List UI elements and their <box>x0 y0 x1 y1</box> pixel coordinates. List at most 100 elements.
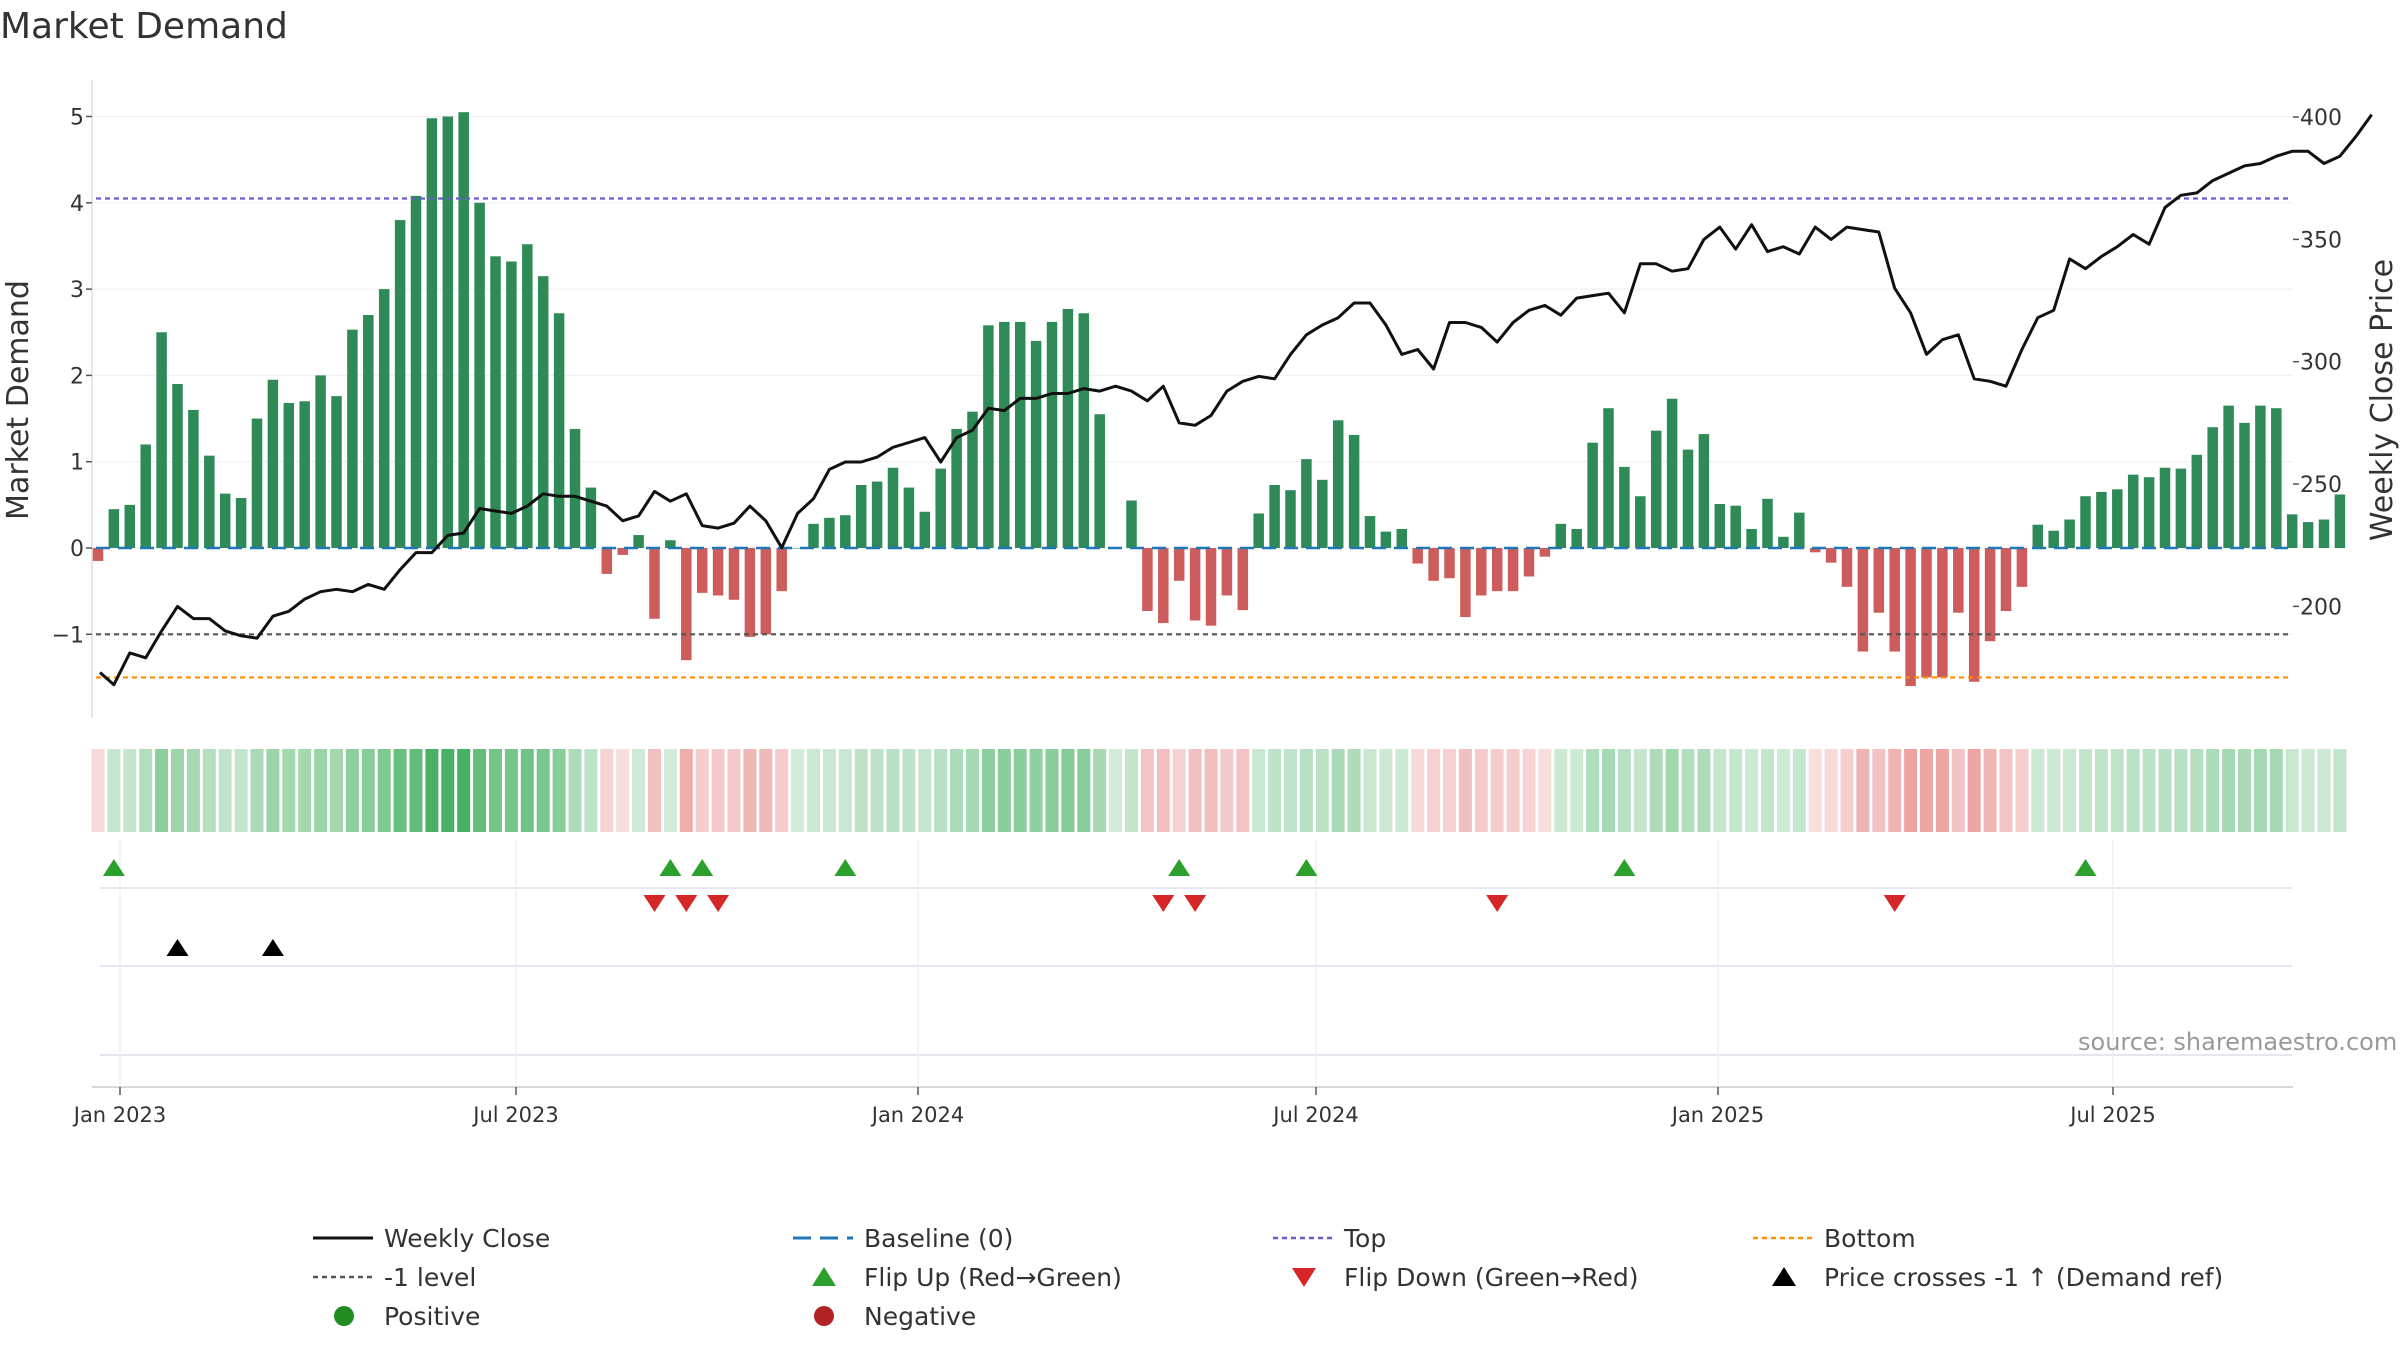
demand-bar <box>1476 548 1487 596</box>
heat-cell <box>711 749 725 832</box>
legend-label-minus1: -1 level <box>384 1263 476 1292</box>
demand-bar <box>1698 434 1710 548</box>
legend-label-flip_up: Flip Up (Red→Green) <box>864 1263 1122 1292</box>
demand-bar <box>2159 467 2171 548</box>
demand-bar <box>983 325 994 548</box>
demand-bar <box>1428 548 1439 581</box>
demand-bar <box>871 481 883 548</box>
demand-bar <box>204 455 215 548</box>
left-tick-label: 1 <box>70 451 84 476</box>
demand-bar <box>2223 405 2234 548</box>
demand-bar <box>1841 548 1853 587</box>
heat-cell <box>1458 749 1472 832</box>
heat-cell <box>600 749 614 832</box>
demand-bar <box>824 517 835 548</box>
demand-bar <box>1714 503 1726 548</box>
heat-cell <box>457 749 471 832</box>
demand-bar <box>2334 494 2346 548</box>
demand-bar <box>2271 408 2282 548</box>
demand-bar <box>585 487 597 548</box>
demand-bar <box>1953 548 1964 613</box>
demand-bar <box>474 202 485 549</box>
heat-cell <box>1236 749 1250 832</box>
demand-bar <box>1746 529 1757 548</box>
heat-cell <box>1395 749 1409 832</box>
heat-cell <box>1140 749 1154 832</box>
demand-bar <box>1142 548 1153 611</box>
heat-cell <box>2222 749 2236 832</box>
demand-bar <box>537 276 549 548</box>
heat-cell <box>1920 749 1933 832</box>
demand-bars <box>92 112 2346 687</box>
demand-bar <box>1396 529 1408 548</box>
demand-bar <box>2175 468 2187 548</box>
right-tick-label: 200 <box>2300 595 2342 620</box>
demand-bar <box>808 523 819 548</box>
demand-bar <box>363 314 374 548</box>
heat-cell <box>107 749 121 832</box>
demand-bar <box>2016 548 2028 587</box>
heat-cell <box>1411 749 1425 832</box>
heat-cell <box>1856 749 1870 832</box>
heat-cell <box>1522 749 1536 832</box>
heat-cell <box>2142 749 2156 832</box>
demand-bar <box>1332 420 1344 548</box>
left-tick-label: −1 <box>52 623 84 648</box>
heat-cell <box>1443 749 1456 832</box>
heat-cell <box>1379 749 1393 832</box>
heat-cell <box>2174 749 2188 832</box>
demand-bar <box>1062 308 1074 548</box>
demand-bar <box>1285 490 1296 548</box>
demand-bar <box>140 444 151 548</box>
demand-bar <box>1221 548 1233 596</box>
demand-bar <box>1984 548 1996 642</box>
legend-label-flip_down: Flip Down (Green→Red) <box>1344 1263 1639 1292</box>
flip-up-marker <box>691 859 714 876</box>
heat-cell <box>1315 749 1329 832</box>
heat-cell <box>2238 749 2251 832</box>
demand-bar <box>2318 519 2330 548</box>
demand-bar <box>1555 523 1567 548</box>
demand-bar <box>172 384 183 548</box>
heat-cell <box>186 749 200 832</box>
heat-cell <box>1745 749 1759 832</box>
heat-cell <box>1331 749 1345 832</box>
demand-bar <box>1730 505 1741 548</box>
heat-cell <box>616 749 630 832</box>
demand-bar <box>2286 514 2298 548</box>
heat-cell <box>489 749 502 832</box>
heat-cell <box>1029 749 1043 832</box>
demand-bar <box>2032 524 2044 548</box>
heat-cell <box>2031 749 2045 832</box>
heat-cell <box>520 749 534 832</box>
demand-bar <box>1937 548 1948 678</box>
heat-cell <box>1665 749 1679 832</box>
legend-swatch <box>812 1267 836 1286</box>
heat-cell <box>2253 749 2267 832</box>
date-ticks: Jan 2023 Jul 2023 Jan 2024 Jul 2024 Jan 2025… <box>72 1087 2156 1127</box>
demand-bar <box>1921 548 1932 678</box>
heat-cell <box>330 749 343 832</box>
legend-swatch <box>334 1306 354 1326</box>
heat-cell <box>950 749 964 832</box>
demand-bar <box>1889 548 1900 652</box>
demand-bar <box>2048 530 2059 548</box>
demand-bar <box>1650 430 1662 548</box>
left-tick-label: 0 <box>70 537 84 562</box>
heat-cell <box>1681 749 1695 832</box>
demand-bar <box>1205 548 1217 626</box>
demand-bar <box>2112 489 2123 548</box>
demand-bar <box>887 467 899 548</box>
flip-up-marker <box>1295 859 1318 876</box>
heat-cell <box>218 749 232 832</box>
heat-cell <box>1586 749 1600 832</box>
demand-bar <box>2302 522 2314 548</box>
heat-cell <box>632 749 646 832</box>
demand-bar <box>617 548 628 555</box>
heat-cell <box>1792 749 1806 832</box>
demand-bar <box>394 220 406 548</box>
heat-cell <box>1570 749 1584 832</box>
flip-up-marker <box>659 859 682 876</box>
flip-up-marker <box>834 859 857 876</box>
flip-down-marker <box>1152 895 1175 912</box>
